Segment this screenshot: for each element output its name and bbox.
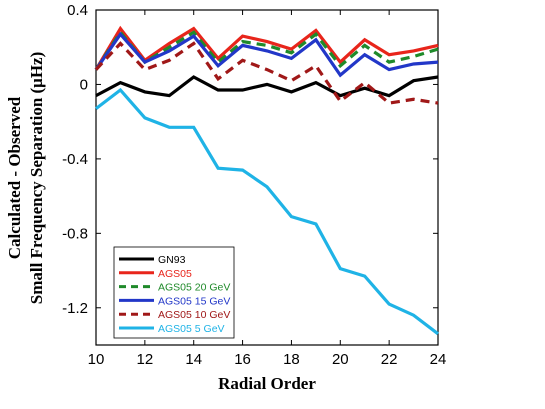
x-tick-label: 10	[88, 351, 105, 368]
plot-area: 10 12 14 16 18 20 22 24 0.4 0 -0.4 -0.8 -1.2	[62, 2, 446, 368]
y-tick-label: -0.4	[62, 151, 88, 168]
x-tick-label: 18	[283, 351, 300, 368]
x-tick-label: 22	[381, 351, 398, 368]
series-line-ags05	[94, 25, 439, 71]
x-axis-label: Radial Order	[218, 374, 316, 393]
series-line-ags05-15-gev	[94, 31, 439, 78]
y-tick-label: 0	[80, 76, 88, 93]
x-tick-label: 24	[430, 351, 447, 368]
legend-label: AGS05 5 GeV	[158, 323, 225, 335]
plot-frame	[95, 9, 439, 346]
legend-label: AGS05 15 GeV	[158, 295, 230, 307]
x-tick-label: 14	[185, 351, 202, 368]
x-tick-label: 20	[332, 351, 349, 368]
legend-label: AGS05 10 GeV	[158, 309, 230, 321]
series-layer	[94, 25, 439, 336]
y-axis-label-line2: Small Frequency Separation (μHz)	[27, 52, 46, 305]
y-tick-label: -1.2	[62, 300, 88, 317]
series-line-gn93	[95, 75, 439, 98]
legend-label: AGS05	[158, 268, 192, 280]
y-tick-label: -0.8	[62, 225, 88, 242]
x-tick-label: 16	[234, 351, 251, 368]
y-tick-label: 0.4	[67, 2, 88, 19]
x-tick-label: 12	[137, 351, 154, 368]
tick-layer: 10 12 14 16 18 20 22 24 0.4 0 -0.4 -0.8 -1.2	[62, 2, 446, 368]
y-axis-label-line1: Calculated - Observed	[5, 96, 24, 259]
legend-label: AGS05 20 GeV	[158, 282, 230, 294]
series-line-ags05-10-gev	[94, 41, 439, 105]
legend-label: GN93	[158, 254, 186, 266]
series-line-ags05-5-gev	[95, 87, 439, 336]
legend-box	[113, 246, 235, 339]
